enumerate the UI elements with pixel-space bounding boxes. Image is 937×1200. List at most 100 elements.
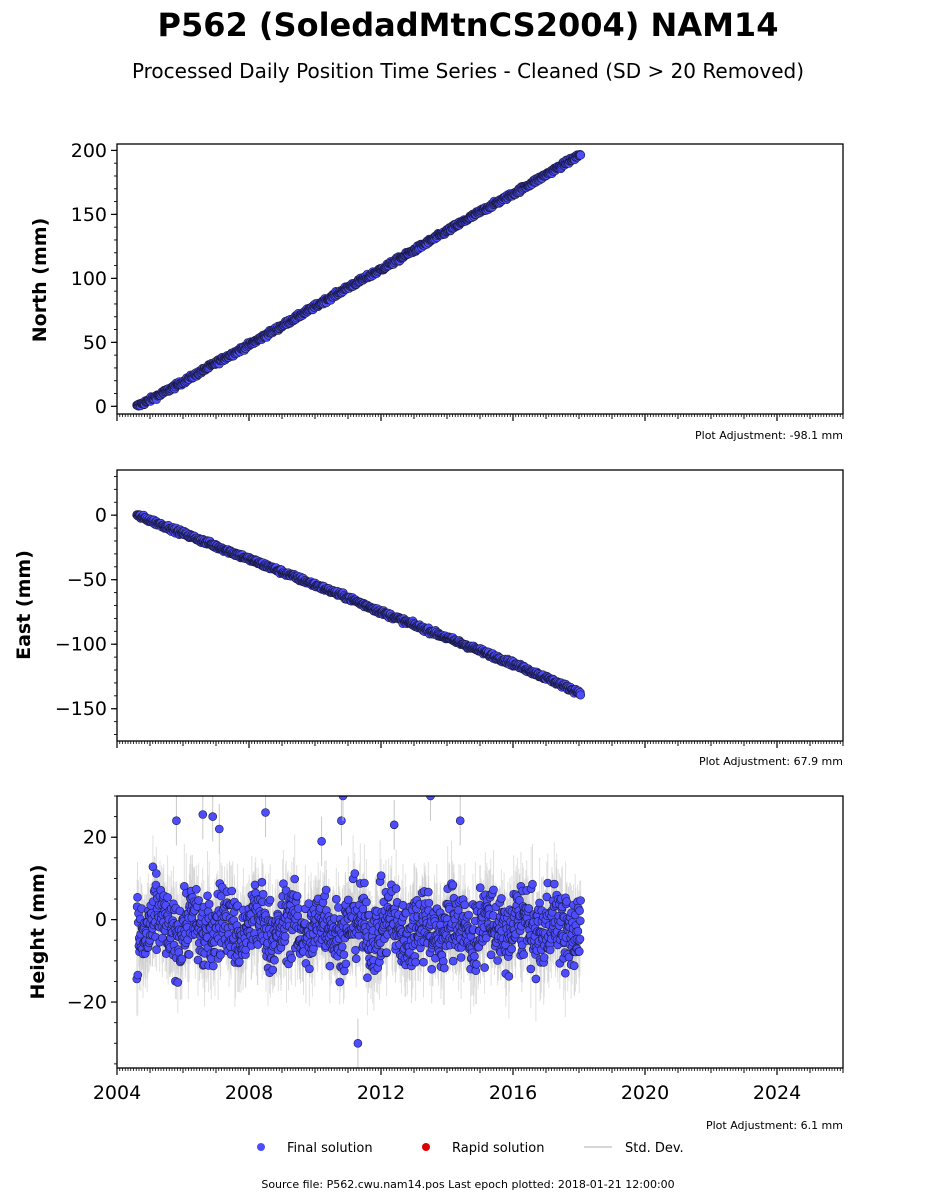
- height-data-point: [339, 966, 349, 976]
- height-data-point: [481, 933, 491, 943]
- height-data-point: [173, 978, 183, 987]
- height-data-point: [419, 957, 428, 967]
- height-data-point: [305, 964, 314, 974]
- height-data-point: [331, 894, 341, 904]
- height-data-point: [163, 893, 172, 902]
- height-data-point: [427, 964, 437, 974]
- height-data-point: [133, 892, 142, 902]
- east-plot-frame: [116, 469, 844, 742]
- height-data-point: [562, 897, 571, 906]
- east-y-tick-label: −50: [67, 569, 107, 591]
- height-data-point: [573, 926, 583, 936]
- east-plot-adjustment: Plot Adjustment: 67.9 mm: [699, 755, 843, 768]
- height-data-point: [325, 961, 335, 971]
- height-data-point: [504, 971, 514, 981]
- north-panel: North (mm) 0 50 100 150 200 Plot Adjustment:…: [29, 140, 844, 442]
- height-data-point: [470, 951, 479, 961]
- height-data-point: [280, 932, 290, 941]
- height-data-point: [270, 955, 279, 965]
- height-data-point: [258, 889, 268, 899]
- height-data-series: [132, 796, 585, 1068]
- height-data-point: [560, 968, 570, 978]
- height-data-point: [464, 910, 473, 920]
- height-data-point: [376, 871, 386, 881]
- height-data-point: [257, 877, 267, 887]
- height-data-point: [549, 879, 559, 889]
- height-data-point: [287, 954, 296, 963]
- height-data-point: [363, 973, 372, 983]
- chart-title: P562 (SoledadMtnCS2004) NAM14: [158, 6, 779, 44]
- height-data-point: [535, 898, 544, 908]
- height-data-point: [460, 900, 470, 910]
- height-data-point: [194, 896, 203, 905]
- height-data-point: [398, 900, 408, 910]
- height-data-point: [227, 886, 237, 896]
- height-data-point: [448, 956, 458, 966]
- height-data-point: [526, 964, 536, 974]
- north-y-tick-label: 50: [83, 332, 107, 354]
- east-panel: East (mm) 0 −50 −100 −150 Plot Adjustment: …: [13, 469, 844, 768]
- height-data-point: [292, 891, 302, 901]
- height-data-point: [209, 961, 218, 971]
- height-data-point: [152, 869, 161, 878]
- height-data-point: [524, 904, 534, 913]
- height-data-point: [235, 957, 244, 967]
- height-data-point: [362, 897, 371, 907]
- height-data-point: [265, 895, 275, 905]
- height-data-point: [203, 891, 212, 901]
- height-data-point: [545, 945, 555, 955]
- height-data-point: [489, 885, 498, 895]
- east-y-tick-label: 0: [95, 505, 107, 527]
- height-y-axis-label: Height (mm): [27, 864, 49, 999]
- height-data-point: [424, 898, 434, 908]
- height-data-point: [493, 956, 502, 965]
- north-y-axis-label: North (mm): [29, 218, 51, 343]
- height-data-point: [411, 957, 420, 967]
- height-data-point: [391, 884, 401, 893]
- north-data-series: [132, 150, 586, 411]
- north-data-point: [576, 150, 586, 160]
- north-y-tick-label: 100: [71, 268, 107, 290]
- height-data-point: [341, 959, 351, 969]
- height-data-point: [351, 945, 360, 955]
- height-data-point: [472, 959, 481, 969]
- height-data-point: [268, 965, 278, 975]
- height-data-point: [382, 948, 391, 957]
- height-data-point: [192, 884, 201, 894]
- height-data-point: [177, 954, 187, 964]
- height-data-point: [497, 894, 506, 903]
- chart-subtitle: Processed Daily Position Time Series - C…: [132, 59, 804, 83]
- height-data-point: [337, 942, 347, 952]
- height-data-point: [339, 950, 349, 960]
- height-data-point: [321, 885, 331, 895]
- height-data-point: [475, 883, 485, 893]
- north-plot-frame: [116, 143, 844, 415]
- height-data-point: [539, 953, 549, 962]
- height-data-point: [488, 911, 498, 920]
- east-data-series: [132, 510, 586, 700]
- height-data-point: [480, 963, 489, 972]
- height-data-point: [335, 977, 345, 987]
- height-data-point: [343, 895, 353, 905]
- height-data-point: [360, 878, 369, 888]
- height-data-point: [334, 903, 343, 912]
- height-data-point: [519, 950, 528, 959]
- east-y-tick-label: −100: [55, 634, 107, 656]
- height-data-point: [148, 862, 158, 872]
- east-axes: 0 −50 −100 −150: [55, 469, 844, 748]
- height-data-point: [486, 950, 496, 960]
- height-data-point: [531, 974, 541, 984]
- height-data-point: [233, 901, 242, 911]
- height-data-point: [216, 891, 226, 901]
- height-data-point: [193, 955, 203, 965]
- height-data-point: [528, 879, 537, 889]
- height-data-point: [184, 950, 194, 959]
- north-y-tick-label: 150: [71, 204, 107, 226]
- height-data-point: [423, 887, 433, 897]
- height-data-point: [439, 963, 449, 973]
- height-data-point: [290, 874, 300, 884]
- height-data-point: [569, 961, 579, 971]
- height-data-point: [351, 954, 361, 964]
